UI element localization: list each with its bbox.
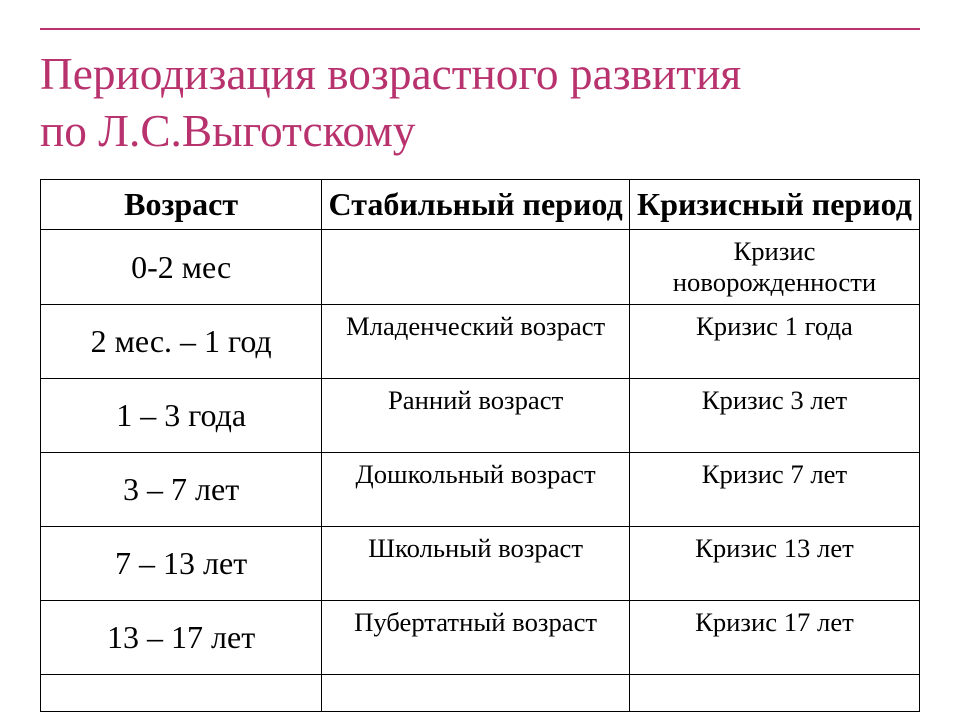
table-row	[41, 675, 920, 712]
table-row: 0-2 мес Кризис новорожденности	[41, 230, 920, 305]
cell-age: 3 – 7 лет	[41, 453, 322, 527]
cell-age: 13 – 17 лет	[41, 601, 322, 675]
cell-stable: Дошкольный возраст	[322, 453, 630, 527]
cell-age: 1 – 3 года	[41, 379, 322, 453]
cell-stable: Пубертатный возраст	[322, 601, 630, 675]
cell-crisis: Кризис 17 лет	[629, 601, 919, 675]
cell-crisis	[629, 675, 919, 712]
table-row: 7 – 13 летШкольный возрастКризис 13 лет	[41, 527, 920, 601]
col-header-age: Возраст	[41, 180, 322, 230]
cell-stable: Школьный возраст	[322, 527, 630, 601]
cell-age: 7 – 13 лет	[41, 527, 322, 601]
cell-crisis: Кризис новорожденности	[629, 230, 919, 305]
periodization-table: Возраст Стабильный период Кризисный пери…	[40, 179, 920, 712]
cell-crisis: Кризис 1 года	[629, 305, 919, 379]
cell-crisis: Кризис 7 лет	[629, 453, 919, 527]
slide: Периодизация возрастного развития по Л.С…	[0, 0, 960, 720]
slide-title: Периодизация возрастного развития по Л.С…	[40, 46, 920, 159]
table-body: 0-2 месКризис новорожденности2 мес. – 1 …	[41, 230, 920, 712]
cell-stable	[322, 675, 630, 712]
table-row: 3 – 7 летДошкольный возрастКризис 7 лет	[41, 453, 920, 527]
table-row: 13 – 17 летПубертатный возрастКризис 17 …	[41, 601, 920, 675]
cell-age: 2 мес. – 1 год	[41, 305, 322, 379]
cell-stable: Ранний возраст	[322, 379, 630, 453]
cell-crisis: Кризис 3 лет	[629, 379, 919, 453]
cell-stable: Младенческий возраст	[322, 305, 630, 379]
title-line-2: по Л.С.Выготскому	[40, 106, 415, 156]
cell-age	[41, 675, 322, 712]
table-header-row: Возраст Стабильный период Кризисный пери…	[41, 180, 920, 230]
cell-crisis: Кризис 13 лет	[629, 527, 919, 601]
col-header-stable: Стабильный период	[322, 180, 630, 230]
title-line-1: Периодизация возрастного развития	[40, 49, 741, 99]
cell-age: 0-2 мес	[41, 230, 322, 305]
cell-stable	[322, 230, 630, 305]
col-header-crisis: Кризисный период	[629, 180, 919, 230]
table-row: 2 мес. – 1 годМладенческий возрастКризис…	[41, 305, 920, 379]
table-row: 1 – 3 годаРанний возрастКризис 3 лет	[41, 379, 920, 453]
accent-rule	[40, 28, 920, 30]
